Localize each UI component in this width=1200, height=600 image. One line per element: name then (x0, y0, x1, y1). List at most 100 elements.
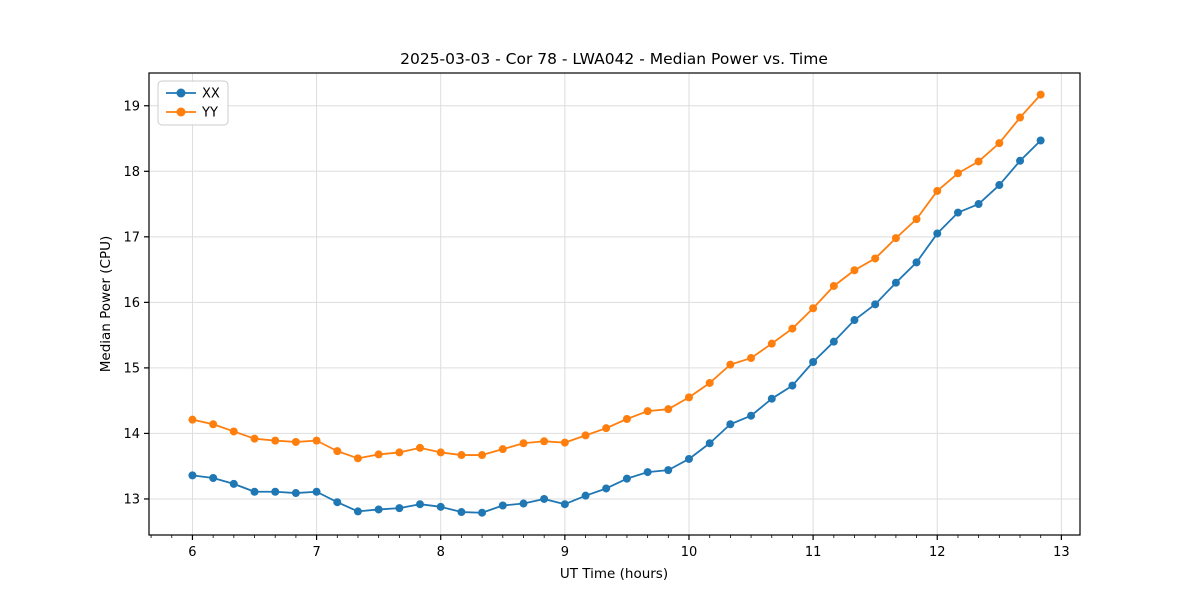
data-point-xx (622, 474, 631, 483)
data-point-yy (250, 434, 259, 443)
data-point-xx (540, 494, 549, 503)
data-point-xx (498, 501, 507, 510)
data-point-yy (684, 393, 693, 402)
data-point-yy (643, 407, 652, 416)
data-point-yy (788, 324, 797, 333)
y-tick-label: 16 (123, 296, 140, 311)
data-point-xx (850, 316, 859, 325)
y-tick-label: 15 (123, 361, 140, 376)
data-point-yy (622, 415, 631, 424)
data-point-xx (353, 507, 362, 516)
series-line-xx (192, 139, 1042, 514)
x-tick-label: 13 (1053, 545, 1070, 560)
x-tick-label: 12 (929, 545, 946, 560)
data-point-yy (581, 431, 590, 440)
data-point-yy (415, 443, 424, 452)
data-point-yy (974, 157, 983, 166)
data-point-yy (271, 436, 280, 445)
data-point-xx (891, 278, 900, 287)
data-point-yy (705, 378, 714, 387)
data-point-xx (809, 358, 818, 366)
data-point-xx (1016, 156, 1025, 165)
data-point-yy (726, 360, 735, 369)
data-point-xx (457, 508, 466, 517)
data-point-xx (519, 499, 528, 508)
data-point-xx (436, 502, 445, 511)
data-point-xx (271, 487, 280, 496)
data-point-xx (478, 508, 487, 517)
data-point-xx (664, 466, 673, 475)
x-tick-label: 6 (188, 545, 196, 560)
data-point-xx (995, 181, 1004, 190)
y-tick-label: 14 (123, 427, 140, 442)
data-point-yy (209, 420, 218, 429)
data-point-xx (643, 468, 652, 477)
x-axis-label: UT Time (hours) (560, 566, 668, 582)
data-point-xx (560, 500, 569, 509)
data-point-yy (498, 445, 507, 454)
data-point-xx (209, 473, 218, 482)
data-point-yy (188, 415, 197, 424)
legend-label-xx: XX (202, 87, 220, 102)
series-layer (188, 90, 1045, 517)
data-point-yy (664, 405, 673, 414)
data-point-xx (767, 394, 776, 403)
data-point-xx (933, 229, 942, 238)
data-point-yy (395, 448, 404, 457)
data-point-yy (291, 437, 300, 446)
data-point-yy (829, 281, 838, 290)
y-axis-label: Median Power (CPU) (98, 236, 114, 372)
data-point-xx (788, 381, 797, 390)
x-tick-label: 8 (437, 545, 445, 560)
data-point-xx (726, 420, 735, 429)
data-point-xx (312, 487, 321, 496)
data-point-yy (353, 454, 362, 463)
y-tick-label: 17 (123, 230, 140, 245)
data-point-xx (705, 439, 714, 448)
data-point-yy (333, 447, 342, 456)
legend-label-yy: YY (201, 106, 218, 121)
legend: XX YY (157, 80, 229, 126)
data-point-yy (953, 169, 962, 178)
data-point-yy (374, 450, 383, 459)
data-point-xx (912, 258, 921, 267)
data-point-xx (829, 337, 838, 346)
data-point-yy (767, 339, 776, 348)
data-point-yy (891, 234, 900, 243)
x-tick-label: 10 (681, 545, 698, 560)
data-point-xx (415, 500, 424, 509)
grid-layer (149, 73, 1080, 535)
label-layer: 2025-03-03 - Cor 78 - LWA042 - Median Po… (98, 50, 828, 582)
data-point-xx (871, 300, 880, 309)
data-point-xx (188, 471, 197, 480)
plot-border (148, 72, 1081, 536)
data-point-xx (581, 491, 590, 500)
chart-title: 2025-03-03 - Cor 78 - LWA042 - Median Po… (400, 50, 828, 68)
data-point-yy (850, 266, 859, 275)
series-line-yy (192, 94, 1042, 460)
data-point-xx (250, 487, 259, 496)
data-point-yy (457, 451, 466, 460)
data-point-yy (809, 304, 818, 313)
data-point-yy (478, 451, 487, 460)
data-point-xx (684, 454, 693, 463)
data-point-yy (540, 437, 549, 446)
x-tick-label: 9 (561, 545, 569, 560)
legend-marker (176, 107, 186, 117)
data-point-xx (1036, 136, 1045, 145)
data-point-yy (995, 139, 1004, 148)
data-point-yy (933, 186, 942, 195)
data-point-xx (374, 505, 383, 514)
data-point-yy (912, 215, 921, 224)
data-point-xx (395, 504, 404, 513)
data-point-yy (871, 254, 880, 263)
data-point-yy (229, 427, 238, 436)
data-point-yy (519, 439, 528, 448)
data-point-xx (747, 411, 756, 420)
data-point-yy (602, 424, 611, 433)
y-tick-label: 18 (123, 165, 140, 180)
data-point-xx (602, 484, 611, 493)
data-point-xx (229, 479, 238, 488)
